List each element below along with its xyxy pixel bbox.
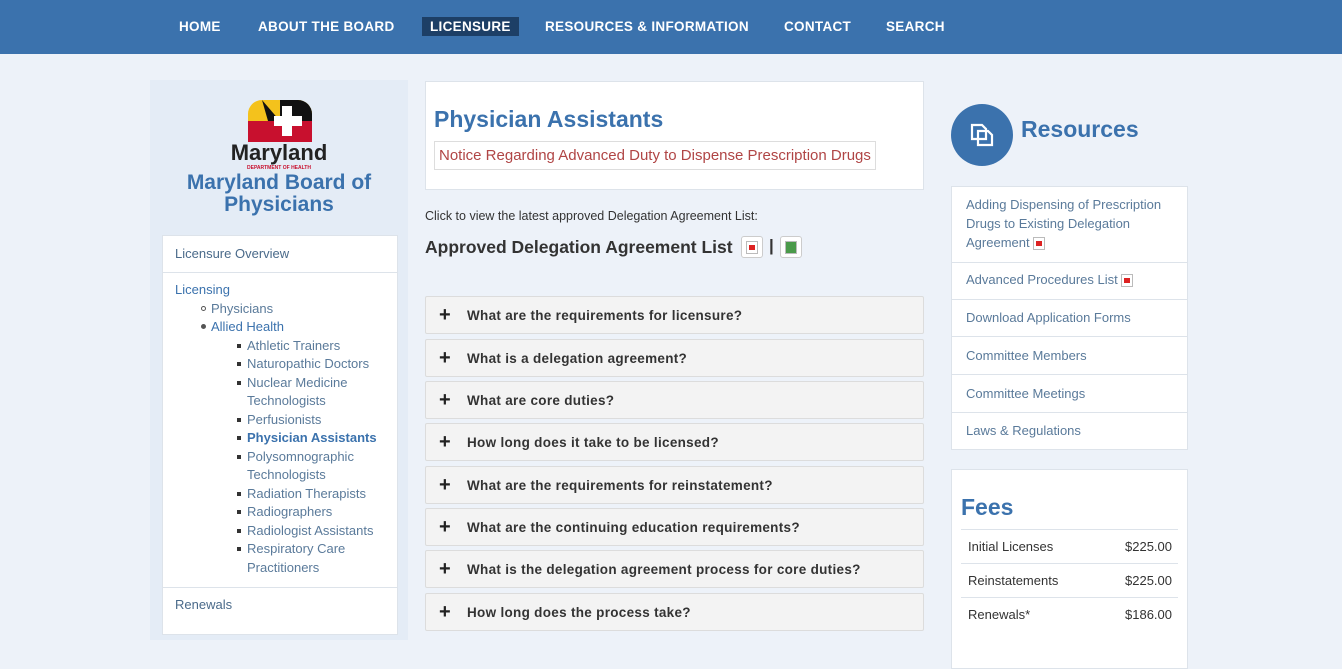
faq-question: What is the delegation agreement process… bbox=[467, 562, 861, 577]
page-title: Physician Assistants bbox=[434, 106, 664, 132]
plus-icon: + bbox=[439, 474, 451, 496]
pdf-icon bbox=[1121, 274, 1134, 288]
menu-polysomnographic-2[interactable]: Technologists bbox=[247, 467, 326, 482]
menu-radiographers[interactable]: Radiographers bbox=[247, 504, 333, 519]
faq-item[interactable]: + What is the delegation agreement proces… bbox=[425, 550, 924, 588]
menu-physicians[interactable]: Physicians bbox=[211, 301, 274, 316]
notice-link[interactable]: Notice Regarding Advanced Duty to Dispen… bbox=[434, 141, 876, 170]
nav-about[interactable]: ABOUT THE BOARD bbox=[258, 19, 395, 34]
fee-row: Reinstatements $225.00 bbox=[961, 563, 1178, 597]
faq-question: What are the requirements for licensure? bbox=[467, 308, 743, 323]
nav-contact[interactable]: CONTACT bbox=[784, 19, 852, 34]
menu-perfusionists[interactable]: Perfusionists bbox=[247, 412, 322, 427]
plus-icon: + bbox=[439, 516, 451, 538]
faq-item[interactable]: + What are the requirements for licensure… bbox=[425, 296, 924, 334]
menu-respiratory-care[interactable]: Respiratory Care bbox=[247, 541, 346, 556]
faq-item[interactable]: + What are the continuing education requi… bbox=[425, 508, 924, 546]
pdf-download-icon[interactable] bbox=[741, 236, 763, 258]
faq-question: What is a delegation agreement? bbox=[467, 351, 688, 366]
menu-radiologist-assistants[interactable]: Radiologist Assistants bbox=[247, 523, 374, 538]
faq-item[interactable]: + How long does the process take? bbox=[425, 593, 924, 631]
menu-respiratory-care-2[interactable]: Practitioners bbox=[247, 560, 320, 575]
plus-icon: + bbox=[439, 601, 451, 623]
title-card: Physician Assistants Notice Regarding Ad… bbox=[425, 81, 924, 190]
faq-item[interactable]: + What are core duties? bbox=[425, 381, 924, 419]
menu-radiation-therapists[interactable]: Radiation Therapists bbox=[247, 486, 366, 501]
resource-link[interactable]: Download Application Forms bbox=[952, 299, 1187, 337]
resource-link[interactable]: Advanced Procedures List bbox=[952, 262, 1187, 300]
fees-title: Fees bbox=[961, 494, 1014, 520]
resource-link[interactable]: Laws & Regulations bbox=[966, 423, 1081, 438]
licensure-menu: Licensure Overview Licensing Physicians … bbox=[162, 235, 398, 635]
excel-download-icon[interactable] bbox=[780, 236, 802, 258]
faq-question: How long does the process take? bbox=[467, 605, 691, 620]
fee-row: Initial Licenses $225.00 bbox=[961, 529, 1178, 563]
faq-item[interactable]: + How long does it take to be licensed? bbox=[425, 423, 924, 461]
menu-physician-assistants[interactable]: Physician Assistants bbox=[247, 430, 377, 445]
maryland-flag-logo bbox=[248, 100, 312, 142]
site-title-line2[interactable]: Physicians bbox=[224, 193, 334, 216]
resource-link[interactable]: Committee Meetings bbox=[952, 375, 1187, 413]
faq-item[interactable]: + What is a delegation agreement? bbox=[425, 339, 924, 377]
separator: | bbox=[769, 236, 774, 255]
faq-question: What are the requirements for reinstatem… bbox=[467, 478, 773, 493]
left-sidebar: Maryland DEPARTMENT OF HEALTH Maryland B… bbox=[150, 80, 408, 640]
fee-row: Renewals* $186.00 bbox=[961, 597, 1178, 631]
menu-polysomnographic[interactable]: Polysomnographic bbox=[247, 449, 354, 464]
menu-licensing[interactable]: Licensing bbox=[175, 282, 230, 297]
faq-question: What are the continuing education requir… bbox=[467, 520, 800, 535]
menu-licensure-overview[interactable]: Licensure Overview bbox=[175, 246, 290, 261]
plus-icon: + bbox=[439, 431, 451, 453]
menu-athletic-trainers[interactable]: Athletic Trainers bbox=[247, 338, 341, 353]
documents-icon bbox=[951, 104, 1013, 166]
faq-question: How long does it take to be licensed? bbox=[467, 435, 719, 450]
resource-link[interactable]: Committee Members bbox=[952, 337, 1187, 375]
logo-wordmark: Maryland bbox=[230, 140, 328, 165]
resources-title: Resources bbox=[1021, 116, 1139, 142]
menu-renewals[interactable]: Renewals bbox=[175, 597, 233, 612]
top-nav: HOME ABOUT THE BOARD LICENSURE RESOURCES… bbox=[0, 0, 1342, 54]
faq-question: What are core duties? bbox=[467, 393, 615, 408]
plus-icon: + bbox=[439, 389, 451, 411]
resources-list: Adding Dispensing of Prescription Drugs … bbox=[951, 186, 1188, 450]
menu-nuclear-medicine-2[interactable]: Technologists bbox=[247, 393, 326, 408]
logo-subtitle: DEPARTMENT OF HEALTH bbox=[247, 165, 311, 171]
menu-naturopathic[interactable]: Naturopathic Doctors bbox=[247, 356, 370, 371]
menu-allied-health[interactable]: Allied Health bbox=[211, 319, 284, 334]
list-title: Approved Delegation Agreement List bbox=[425, 237, 733, 257]
plus-icon: + bbox=[439, 347, 451, 369]
faq-item[interactable]: + What are the requirements for reinstate… bbox=[425, 466, 924, 504]
nav-search[interactable]: SEARCH bbox=[886, 19, 945, 34]
site-title-line1[interactable]: Maryland Board of bbox=[186, 171, 372, 194]
nav-licensure[interactable]: LICENSURE bbox=[422, 17, 519, 36]
pdf-icon bbox=[1033, 237, 1046, 251]
plus-icon: + bbox=[439, 304, 451, 326]
nav-home[interactable]: HOME bbox=[179, 19, 221, 34]
fees-card: Fees Initial Licenses $225.00 Reinstateme… bbox=[951, 469, 1188, 669]
menu-nuclear-medicine[interactable]: Nuclear Medicine bbox=[247, 375, 348, 390]
click-instruction: Click to view the latest approved Delega… bbox=[425, 209, 758, 223]
nav-resources[interactable]: RESOURCES & INFORMATION bbox=[545, 19, 749, 34]
resource-link[interactable]: Adding Dispensing of Prescription Drugs … bbox=[952, 195, 1187, 263]
plus-icon: + bbox=[439, 558, 451, 580]
